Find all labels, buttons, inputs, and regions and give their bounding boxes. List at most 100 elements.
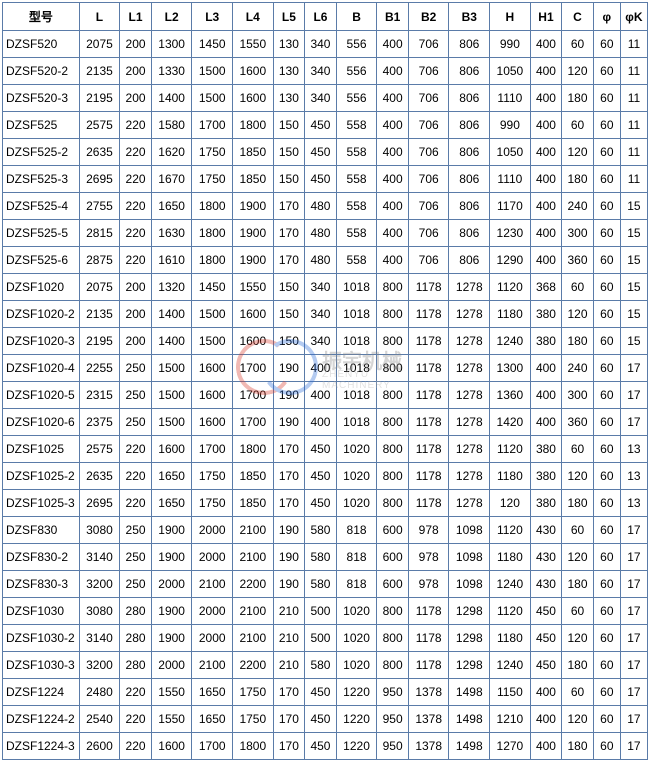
value-cell: 450 [305,112,337,139]
value-cell: 1298 [449,625,490,652]
value-cell: 200 [120,85,152,112]
value-cell: 1050 [490,139,531,166]
value-cell: 2100 [233,598,274,625]
value-cell: 400 [377,58,409,85]
value-cell: 480 [305,247,337,274]
value-cell: 180 [562,733,594,760]
value-cell: 17 [620,517,647,544]
model-cell: DZSF1020-3 [3,328,80,355]
model-cell: DZSF1030-3 [3,652,80,679]
value-cell: 60 [593,517,620,544]
value-cell: 250 [120,409,152,436]
value-cell: 1180 [490,301,531,328]
value-cell: 1178 [408,652,449,679]
value-cell: 1750 [192,463,233,490]
value-cell: 60 [593,31,620,58]
value-cell: 60 [593,274,620,301]
value-cell: 800 [377,274,409,301]
value-cell: 706 [408,193,449,220]
value-cell: 13 [620,463,647,490]
table-row: DZSF1030-3320028020002100220021058010208… [3,652,648,679]
value-cell: 1020 [336,490,377,517]
value-cell: 1800 [192,193,233,220]
value-cell: 60 [593,706,620,733]
value-cell: 2695 [79,166,120,193]
value-cell: 120 [562,463,594,490]
value-cell: 450 [305,490,337,517]
value-cell: 1298 [449,598,490,625]
value-cell: 340 [305,328,337,355]
value-cell: 3140 [79,625,120,652]
value-cell: 580 [305,652,337,679]
value-cell: 15 [620,247,647,274]
value-cell: 430 [530,544,562,571]
value-cell: 1650 [151,463,192,490]
value-cell: 11 [620,166,647,193]
value-cell: 1600 [233,328,274,355]
col-header: φK [620,3,647,31]
value-cell: 60 [593,679,620,706]
col-header: 型号 [3,3,80,31]
value-cell: 2075 [79,274,120,301]
value-cell: 120 [562,625,594,652]
table-row: DZSF1030-2314028019002000210021050010208… [3,625,648,652]
value-cell: 2100 [192,571,233,598]
value-cell: 17 [620,598,647,625]
value-cell: 60 [562,517,594,544]
table-row: DZSF525-22635220162017501850150450558400… [3,139,648,166]
value-cell: 1600 [192,382,233,409]
value-cell: 1550 [151,706,192,733]
value-cell: 1230 [490,220,531,247]
value-cell: 1498 [449,733,490,760]
value-cell: 17 [620,382,647,409]
model-cell: DZSF830-3 [3,571,80,598]
value-cell: 17 [620,733,647,760]
table-row: DZSF520207520013001450155013034055640070… [3,31,648,58]
value-cell: 1750 [192,166,233,193]
value-cell: 17 [620,409,647,436]
value-cell: 1170 [490,193,531,220]
value-cell: 806 [449,58,490,85]
value-cell: 3080 [79,598,120,625]
value-cell: 60 [593,220,620,247]
value-cell: 170 [273,193,305,220]
value-cell: 60 [593,652,620,679]
value-cell: 1240 [490,652,531,679]
value-cell: 60 [593,112,620,139]
value-cell: 11 [620,85,647,112]
value-cell: 400 [377,166,409,193]
value-cell: 210 [273,652,305,679]
value-cell: 1500 [192,85,233,112]
value-cell: 580 [305,571,337,598]
value-cell: 220 [120,436,152,463]
value-cell: 60 [593,301,620,328]
value-cell: 1120 [490,517,531,544]
value-cell: 190 [273,517,305,544]
value-cell: 400 [530,58,562,85]
value-cell: 400 [530,706,562,733]
value-cell: 450 [530,625,562,652]
value-cell: 3140 [79,544,120,571]
value-cell: 1750 [233,706,274,733]
value-cell: 17 [620,544,647,571]
col-header: C [562,3,594,31]
value-cell: 1900 [151,517,192,544]
value-cell: 180 [562,490,594,517]
value-cell: 1850 [233,166,274,193]
value-cell: 60 [593,463,620,490]
value-cell: 220 [120,193,152,220]
table-row: DZSF525-42755220165018001900170480558400… [3,193,648,220]
value-cell: 556 [336,58,377,85]
value-cell: 400 [305,355,337,382]
value-cell: 1498 [449,706,490,733]
value-cell: 1600 [192,355,233,382]
value-cell: 2315 [79,382,120,409]
value-cell: 800 [377,463,409,490]
model-cell: DZSF1025-3 [3,490,80,517]
value-cell: 60 [593,382,620,409]
value-cell: 706 [408,220,449,247]
value-cell: 220 [120,112,152,139]
value-cell: 15 [620,193,647,220]
col-header: H1 [530,3,562,31]
value-cell: 17 [620,679,647,706]
